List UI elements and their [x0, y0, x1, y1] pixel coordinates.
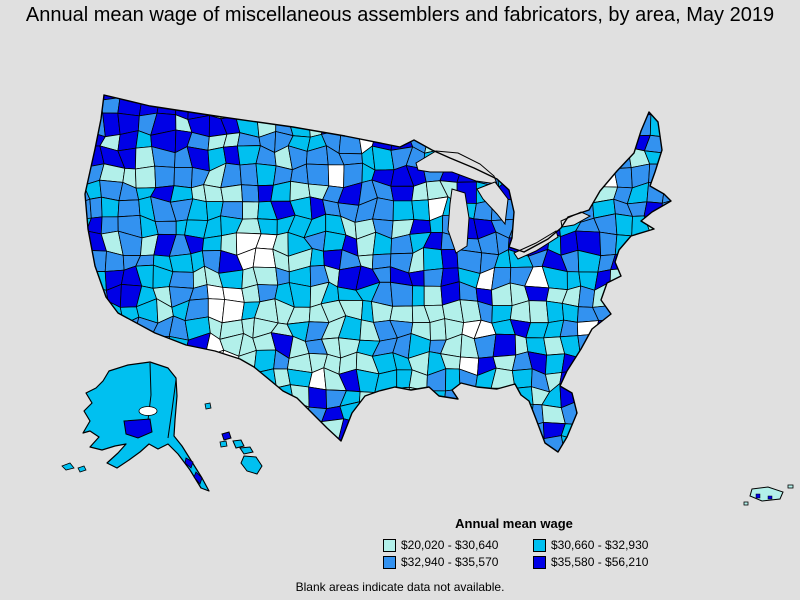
puerto-rico [743, 484, 794, 506]
legend-label-bin4: $35,580 - $56,210 [551, 555, 649, 569]
legend-swatch-bin3 [383, 555, 396, 569]
legend-item: $32,940 - $35,570 [383, 555, 533, 569]
legend-swatch-bin4 [533, 555, 546, 569]
legend-swatch-bin2 [533, 538, 546, 552]
legend-swatch-bin1 [383, 538, 396, 552]
legend-title: Annual mean wage [455, 516, 573, 531]
map-legend: Annual mean wage $20,020 - $30,640 $30,6… [383, 516, 693, 569]
map-footnote: Blank areas indicate data not available. [295, 580, 505, 594]
hawaii [221, 431, 263, 475]
alaska [61, 361, 228, 492]
legend-label-bin1: $20,020 - $30,640 [401, 538, 499, 552]
legend-label-bin3: $32,940 - $35,570 [401, 555, 499, 569]
legend-grid: $20,020 - $30,640 $30,660 - $32,930 $32,… [383, 538, 693, 569]
page-title: Annual mean wage of miscellaneous assemb… [25, 4, 775, 26]
legend-item: $20,020 - $30,640 [383, 538, 533, 552]
conus-outline [84, 94, 672, 453]
legend-item: $35,580 - $56,210 [533, 555, 683, 569]
legend-item: $30,660 - $32,930 [533, 538, 683, 552]
legend-label-bin2: $30,660 - $32,930 [551, 538, 649, 552]
